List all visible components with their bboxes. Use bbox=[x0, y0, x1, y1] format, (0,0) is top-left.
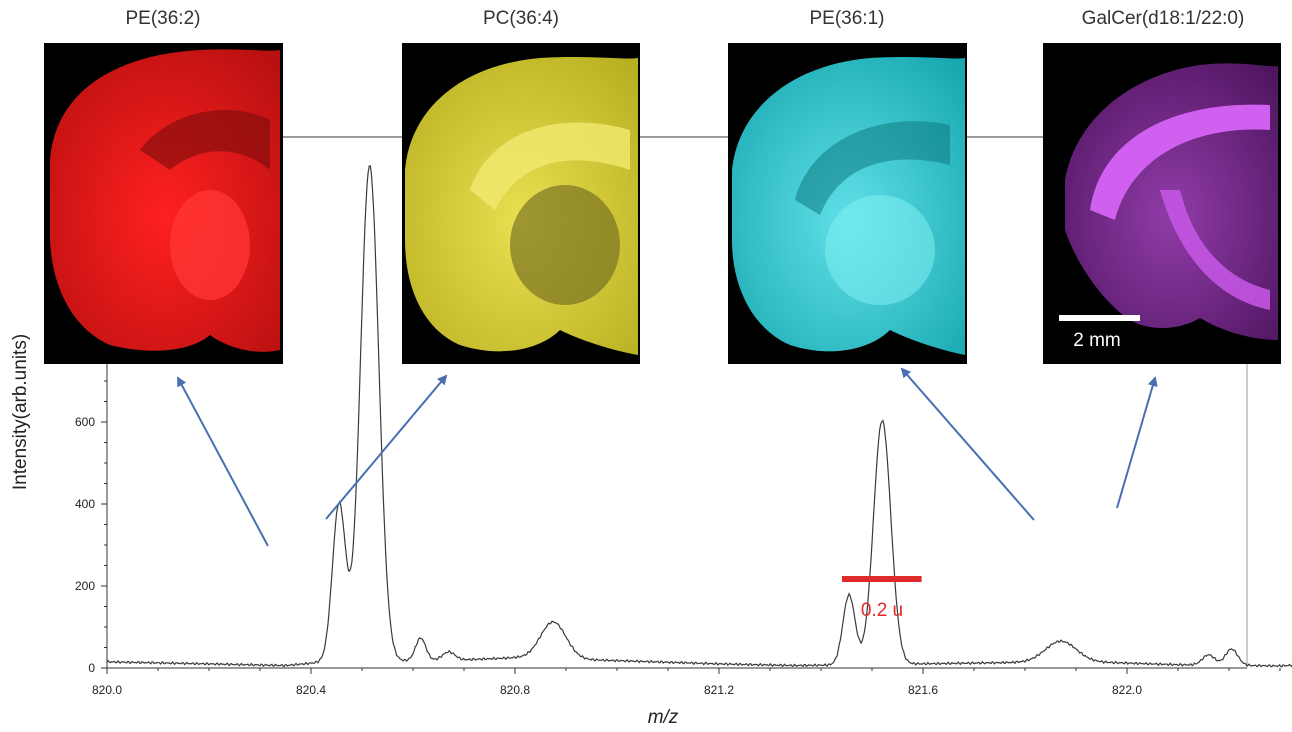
image-scalebar bbox=[1059, 315, 1140, 321]
annotation-arrows bbox=[177, 367, 1158, 547]
mz-scalebar-label: 0.2 u bbox=[861, 600, 903, 621]
panel-title-galcer: GalCer(d18:1/22:0) bbox=[1082, 8, 1245, 29]
x-tick-label: 821.6 bbox=[908, 683, 938, 697]
spectrum-line bbox=[106, 165, 1292, 668]
image-scalebar-label: 2 mm bbox=[1073, 330, 1121, 351]
image-panel-pc-36-4 bbox=[402, 43, 640, 364]
internal-capsule-magenta bbox=[1160, 190, 1270, 310]
arrow-pe-36-1 bbox=[900, 367, 1035, 521]
arrow-galcer bbox=[1116, 376, 1158, 509]
brain-section-red bbox=[50, 49, 280, 352]
x-axis-title: m/z bbox=[648, 707, 679, 728]
x-tick-label: 822.0 bbox=[1112, 683, 1142, 697]
x-tick-label: 820.4 bbox=[296, 683, 326, 697]
striatum-red bbox=[170, 190, 250, 300]
y-tick-label: 400 bbox=[75, 497, 95, 511]
y-axis-title: Intensity(arb.units) bbox=[10, 334, 31, 490]
y-tick-label: 0 bbox=[88, 661, 95, 675]
cortex-band-yellow bbox=[470, 122, 630, 210]
mz-scalebar bbox=[842, 576, 922, 582]
panel-title-pe-36-2: PE(36:2) bbox=[126, 8, 201, 29]
x-tick-label: 820.8 bbox=[500, 683, 530, 697]
image-panel-pe-36-2 bbox=[44, 43, 283, 364]
y-tick-label: 200 bbox=[75, 579, 95, 593]
hippocampus-red bbox=[140, 110, 270, 170]
y-tick-label: 600 bbox=[75, 415, 95, 429]
x-tick-label: 821.2 bbox=[704, 683, 734, 697]
image-panel-galcer: 2 mm bbox=[1043, 43, 1281, 364]
hippocampus-cyan bbox=[795, 121, 950, 215]
arrow-pc-36-4 bbox=[325, 374, 448, 520]
panel-title-pc-36-4: PC(36:4) bbox=[483, 8, 559, 29]
panel-title-pe-36-1: PE(36:1) bbox=[810, 8, 885, 29]
striatum-cyan bbox=[825, 195, 935, 305]
arrow-pe-36-2 bbox=[177, 376, 269, 547]
image-panel-pe-36-1 bbox=[728, 43, 967, 364]
y-ticks: 0 200 400 600 bbox=[75, 415, 107, 675]
striatum-yellow bbox=[510, 185, 620, 305]
x-tick-label: 820.0 bbox=[92, 683, 122, 697]
minor-ticks bbox=[104, 380, 1281, 671]
white-matter-magenta bbox=[1090, 104, 1270, 220]
